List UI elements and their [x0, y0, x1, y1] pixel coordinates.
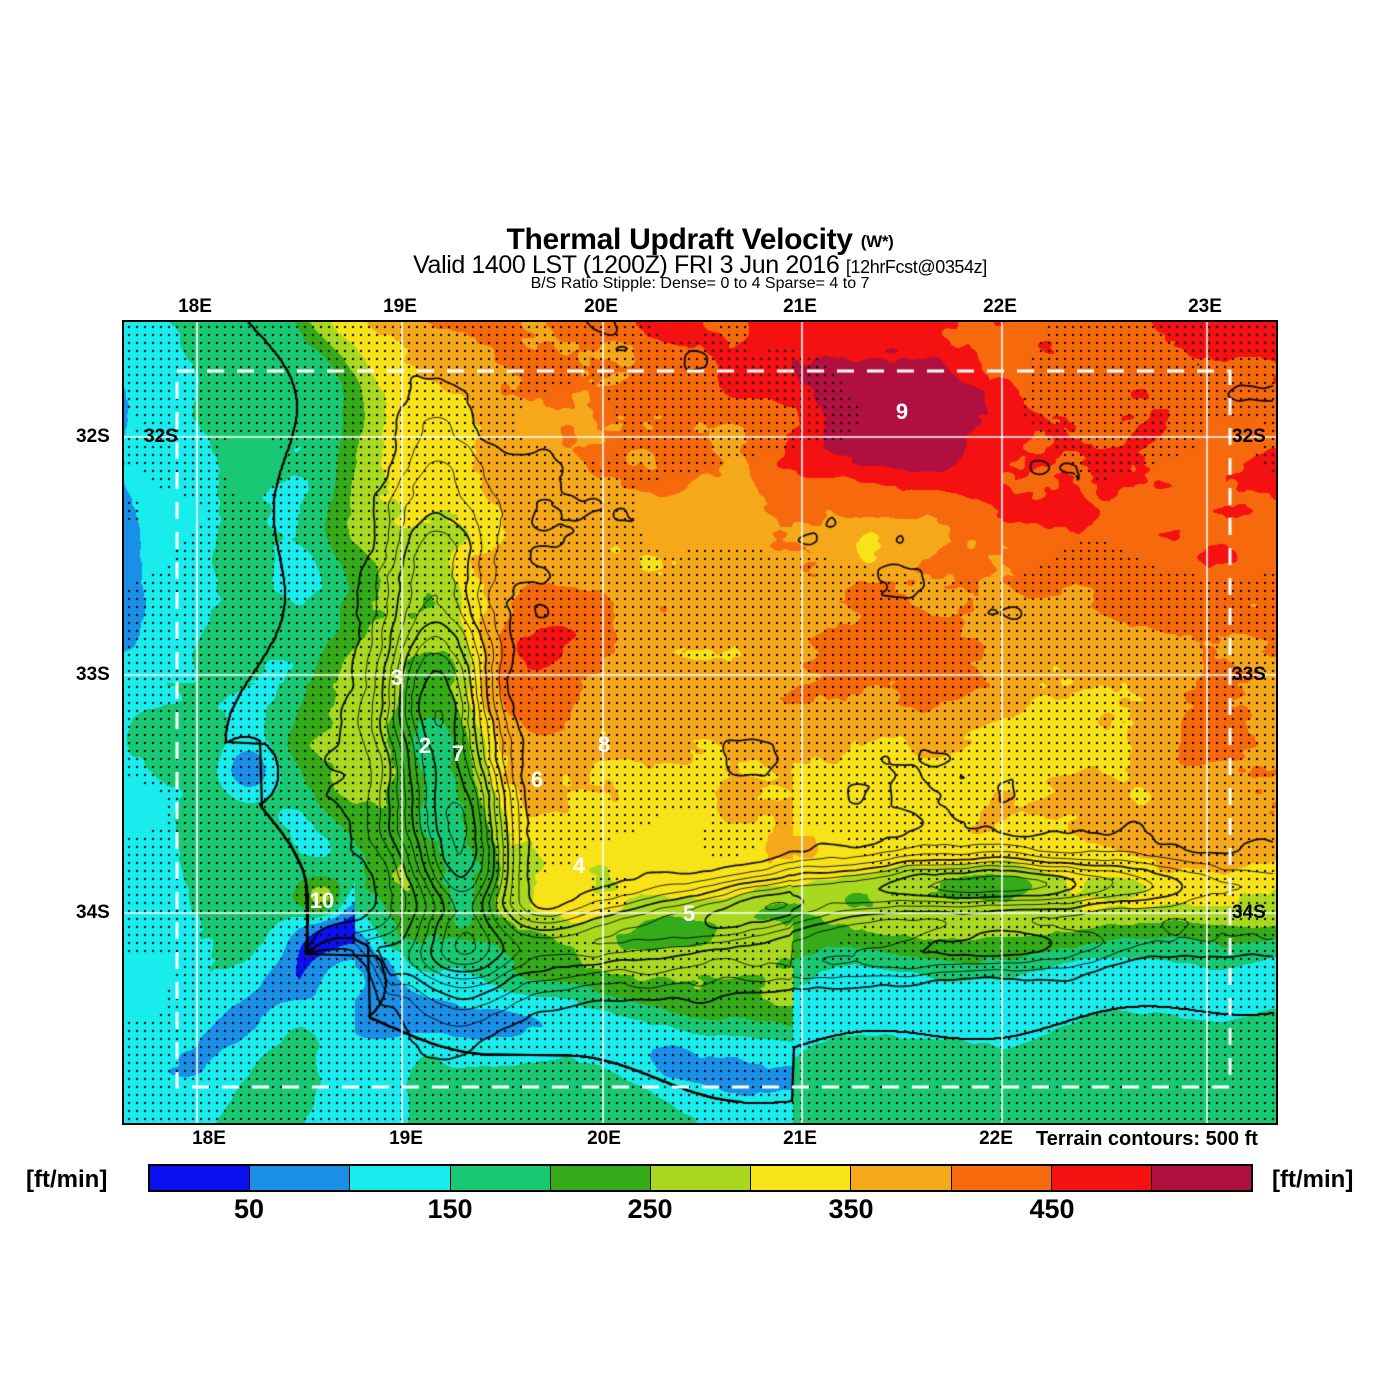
lat-label-right-2: 34S: [1232, 902, 1266, 923]
colorbar-swatch-8[interactable]: [951, 1166, 1052, 1190]
map-raster: [124, 322, 1276, 1123]
colorbar-swatch-5[interactable]: [650, 1166, 752, 1190]
lon-label-top-1: 19E: [383, 296, 417, 317]
lat-label-inner-0: 32S: [144, 426, 178, 447]
colorbar-tick-2: 250: [627, 1194, 673, 1224]
lat-label-right-0: 32S: [1232, 426, 1266, 447]
terrain-contour-note: Terrain contours: 500 ft: [1036, 1128, 1258, 1150]
lat-label-right-1: 33S: [1232, 664, 1266, 685]
colorbar-tick-0: 50: [233, 1194, 265, 1224]
colorbar[interactable]: [ft/min] [ft/min] 50 150 250 350 450: [0, 1160, 1400, 1250]
lon-label-top-4: 22E: [983, 296, 1017, 317]
lon-label-top-5: 23E: [1188, 296, 1222, 317]
lon-label-bottom-2: 20E: [587, 1128, 621, 1149]
colorbar-tick-1: 150: [427, 1194, 473, 1224]
colorbar-swatch-3[interactable]: [450, 1166, 551, 1190]
lon-label-bottom-1: 19E: [389, 1128, 423, 1149]
colorbar-tick-4: 450: [1029, 1194, 1075, 1224]
lon-label-top-0: 18E: [178, 296, 212, 317]
colorbar-tick-3: 350: [828, 1194, 874, 1224]
variable-symbol: (W*): [860, 232, 894, 251]
colorbar-swatch-10[interactable]: [1151, 1166, 1252, 1190]
lon-label-bottom-0: 18E: [192, 1128, 226, 1149]
page-title: Thermal Updraft Velocity (W*): [0, 224, 1400, 256]
colorbar-swatch-0[interactable]: [150, 1166, 251, 1190]
colorbar-swatch-6[interactable]: [751, 1166, 852, 1190]
colorbar-swatch-2[interactable]: [350, 1166, 451, 1190]
forecast-stamp: [12hrFcst@0354z]: [845, 256, 987, 277]
lon-label-top-3: 21E: [783, 296, 817, 317]
lat-label-left-0: 32S: [76, 426, 110, 447]
forecast-map[interactable]: [122, 320, 1278, 1125]
colorbar-swatch-1[interactable]: [250, 1166, 351, 1190]
main-title-text: Thermal Updraft Velocity: [506, 223, 853, 256]
colorbar-swatches[interactable]: [148, 1164, 1253, 1192]
lat-label-left-2: 34S: [76, 902, 110, 923]
colorbar-swatch-4[interactable]: [550, 1166, 651, 1190]
colorbar-swatch-7[interactable]: [851, 1166, 952, 1190]
lon-label-bottom-3: 21E: [783, 1128, 817, 1149]
colorbar-unit-right: [ft/min]: [1272, 1166, 1354, 1193]
lat-label-left-1: 33S: [76, 664, 110, 685]
colorbar-swatch-9[interactable]: [1051, 1166, 1152, 1190]
valid-time-text: Valid 1400 LST (1200Z) FRI 3 Jun 2016: [413, 250, 840, 279]
lon-label-bottom-4: 22E: [979, 1128, 1013, 1149]
colorbar-unit-left: [ft/min]: [26, 1166, 108, 1193]
stipple-legend-note: B/S Ratio Stipple: Dense= 0 to 4 Sparse=…: [530, 274, 870, 292]
lon-label-top-2: 20E: [584, 296, 618, 317]
valid-time-line: Valid 1400 LST (1200Z) FRI 3 Jun 2016 [1…: [0, 250, 1400, 279]
title-block: Thermal Updraft Velocity (W*) Valid 1400…: [0, 224, 1400, 293]
